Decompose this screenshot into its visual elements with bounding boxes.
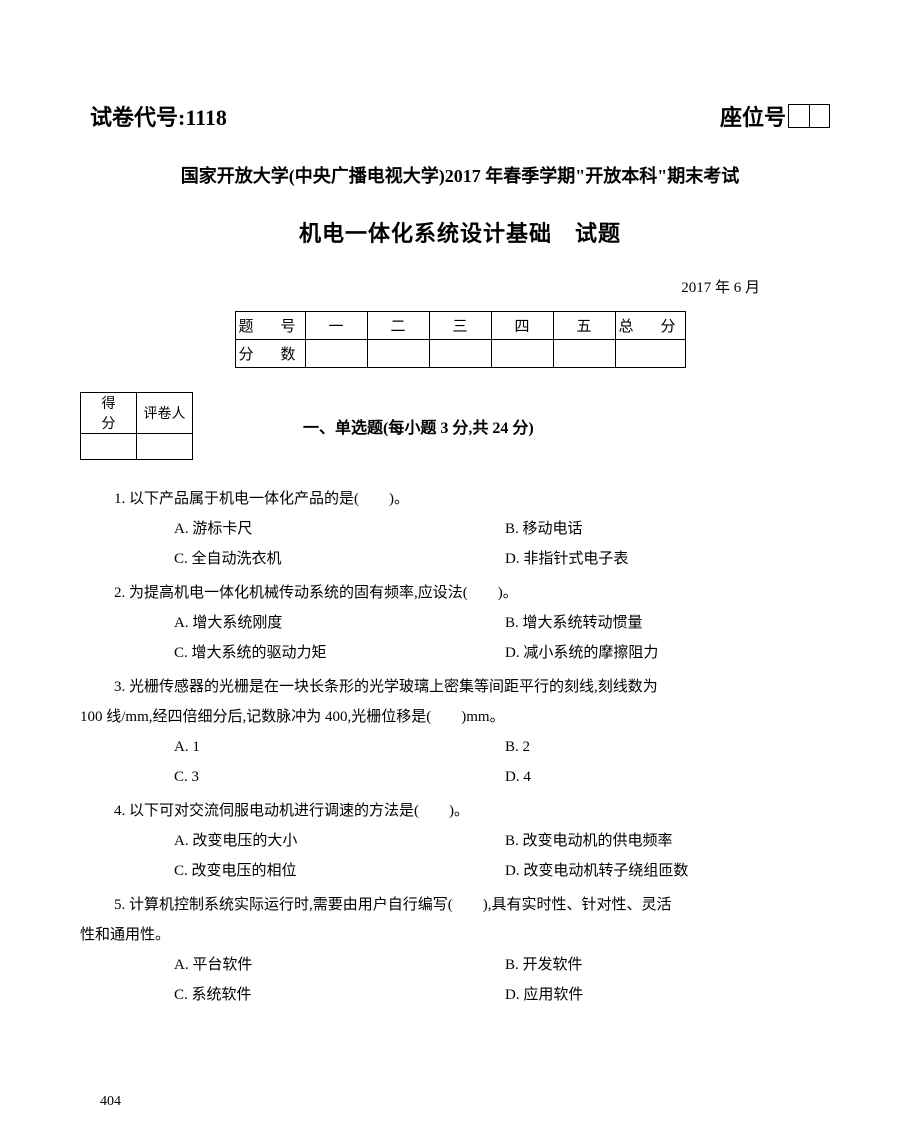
q2-opt-b: B. 增大系统转动惯量 [505,608,836,638]
q3-stem-2: 100 线/mm,经四倍细分后,记数脉冲为 400,光栅位移是( )mm。 [80,702,836,732]
q5-opt-b: B. 开发软件 [505,950,836,980]
seat-number: 座位号 [720,100,830,132]
score-col-3: 三 [429,312,491,340]
score-row2-label: 分 数 [235,340,305,368]
q4-stem: 4. 以下可对交流伺服电动机进行调速的方法是( )。 [84,796,836,826]
questions-block: 1. 以下产品属于机电一体化产品的是( )。 A. 游标卡尺 B. 移动电话 C… [80,484,840,1010]
grader-score-cell [81,434,137,460]
q2-options: A. 增大系统刚度 B. 增大系统转动惯量 C. 增大系统的驱动力矩 D. 减小… [84,608,836,668]
score-row1-label: 题 号 [235,312,305,340]
q1-stem: 1. 以下产品属于机电一体化产品的是( )。 [84,484,836,514]
q5-opt-c: C. 系统软件 [174,980,505,1010]
q3-opt-a: A. 1 [174,732,505,762]
q4-opt-d: D. 改变电动机转子绕组匝数 [505,856,836,886]
q5-opt-d: D. 应用软件 [505,980,836,1010]
q4-opt-b: B. 改变电动机的供电频率 [505,826,836,856]
seat-box [788,104,830,128]
q3-options: A. 1 B. 2 C. 3 D. 4 [84,732,836,792]
score-cell-4 [491,340,553,368]
header-row: 试卷代号:1118 座位号 [80,100,840,132]
paper-code-value: 1118 [185,105,227,130]
grader-name-cell [137,434,193,460]
grader-row: 得 分 评卷人 一、单选题(每小题 3 分,共 24 分) [80,392,840,460]
grader-table: 得 分 评卷人 [80,392,193,460]
score-total-label: 总 分 [615,312,685,340]
q4-opt-c: C. 改变电压的相位 [174,856,505,886]
exam-date: 2017 年 6 月 [80,276,840,297]
course-title: 机电一体化系统设计基础 试题 [80,216,840,248]
q1-opt-c: C. 全自动洗衣机 [174,544,505,574]
q5-stem-2: 性和通用性。 [80,920,836,950]
section-1-title: 一、单选题(每小题 3 分,共 24 分) [303,414,534,438]
grader-label: 评卷人 [137,393,193,434]
score-summary-table: 题 号 一 二 三 四 五 总 分 分 数 [235,311,686,368]
q1-options: A. 游标卡尺 B. 移动电话 C. 全自动洗衣机 D. 非指针式电子表 [84,514,836,574]
q4-options: A. 改变电压的大小 B. 改变电动机的供电频率 C. 改变电压的相位 D. 改… [84,826,836,886]
grader-score-label: 得 分 [81,393,137,434]
score-col-1: 一 [305,312,367,340]
q5-options: A. 平台软件 B. 开发软件 C. 系统软件 D. 应用软件 [84,950,836,1010]
q3-stem-1: 3. 光栅传感器的光栅是在一块长条形的光学玻璃上密集等间距平行的刻线,刻线数为 [84,672,836,702]
q3-opt-d: D. 4 [505,762,836,792]
score-cell-5 [553,340,615,368]
q5-opt-a: A. 平台软件 [174,950,505,980]
q3-opt-c: C. 3 [174,762,505,792]
q1-opt-d: D. 非指针式电子表 [505,544,836,574]
score-cell-3 [429,340,491,368]
page-number: 404 [100,1094,121,1110]
score-col-5: 五 [553,312,615,340]
q2-opt-a: A. 增大系统刚度 [174,608,505,638]
q3-opt-b: B. 2 [505,732,836,762]
q2-opt-c: C. 增大系统的驱动力矩 [174,638,505,668]
q1-opt-a: A. 游标卡尺 [174,514,505,544]
q4-opt-a: A. 改变电压的大小 [174,826,505,856]
q1-opt-b: B. 移动电话 [505,514,836,544]
q2-stem: 2. 为提高机电一体化机械传动系统的固有频率,应设法( )。 [84,578,836,608]
university-line: 国家开放大学(中央广播电视大学)2017 年春季学期"开放本科"期末考试 [80,162,840,188]
score-cell-1 [305,340,367,368]
score-col-2: 二 [367,312,429,340]
q2-opt-d: D. 减小系统的摩擦阻力 [505,638,836,668]
paper-code: 试卷代号:1118 [90,100,227,132]
seat-label: 座位号 [720,100,786,132]
paper-code-label: 试卷代号: [90,105,185,130]
score-cell-2 [367,340,429,368]
q5-stem-1: 5. 计算机控制系统实际运行时,需要由用户自行编写( ),具有实时性、针对性、灵… [84,890,836,920]
score-col-4: 四 [491,312,553,340]
score-total-cell [615,340,685,368]
